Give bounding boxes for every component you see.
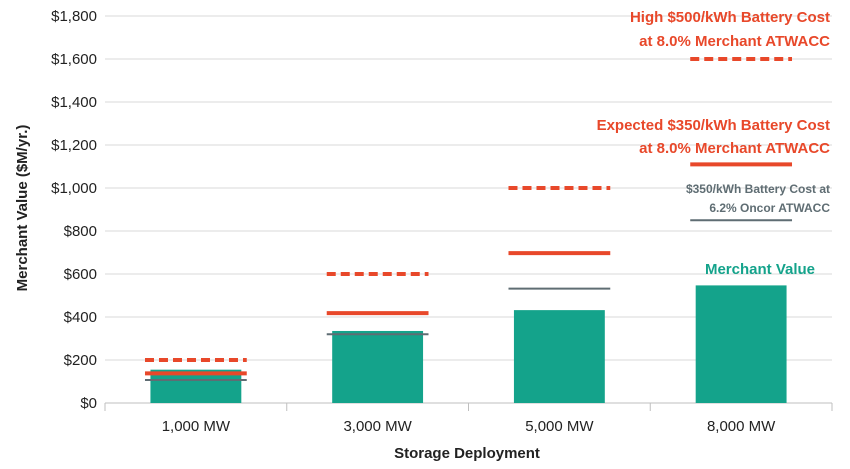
y-tick-label: $600: [64, 266, 97, 283]
x-axis-title: Storage Deployment: [394, 445, 540, 462]
x-tick-label: 5,000 MW: [525, 418, 594, 435]
x-tick-label: 8,000 MW: [707, 418, 776, 435]
x-tick-label: 3,000 MW: [343, 418, 412, 435]
y-tick-label: $1,000: [51, 180, 97, 197]
x-tick-label: 1,000 MW: [162, 418, 231, 435]
annotation-oncor-line2: 6.2% Oncor ATWACC: [709, 201, 830, 215]
cost-lines: [144, 57, 793, 381]
y-tick-label: $200: [64, 352, 97, 369]
y-axis-title: Merchant Value ($M/yr.): [14, 125, 31, 292]
tick-labels: $0 $200 $400 $600 $800 $1,000 $1,200 $1,400 $1,6…: [51, 8, 776, 435]
y-tick-label: $1,600: [51, 51, 97, 68]
annotation-merchant-value: Merchant Value: [705, 261, 815, 278]
y-tick-label: $1,400: [51, 94, 97, 111]
annotation-expected-cost-line2: at 8.0% Merchant ATWACC: [639, 140, 830, 157]
y-tick-label: $0: [80, 395, 97, 412]
bar-series: [150, 285, 787, 403]
annotation-oncor-line1: $350/kWh Battery Cost at: [686, 182, 830, 196]
y-tick-label: $800: [64, 223, 97, 240]
annotation-high-cost-line1: High $500/kWh Battery Cost: [630, 9, 830, 26]
bar: [332, 330, 424, 403]
y-tick-label: $400: [64, 309, 97, 326]
y-tick-label: $1,200: [51, 137, 97, 154]
bar: [695, 285, 787, 403]
y-tick-label: $1,800: [51, 8, 97, 25]
annotation-expected-cost-line1: Expected $350/kWh Battery Cost: [597, 117, 830, 134]
annotation-high-cost-line2: at 8.0% Merchant ATWACC: [639, 33, 830, 50]
bar: [513, 310, 605, 403]
